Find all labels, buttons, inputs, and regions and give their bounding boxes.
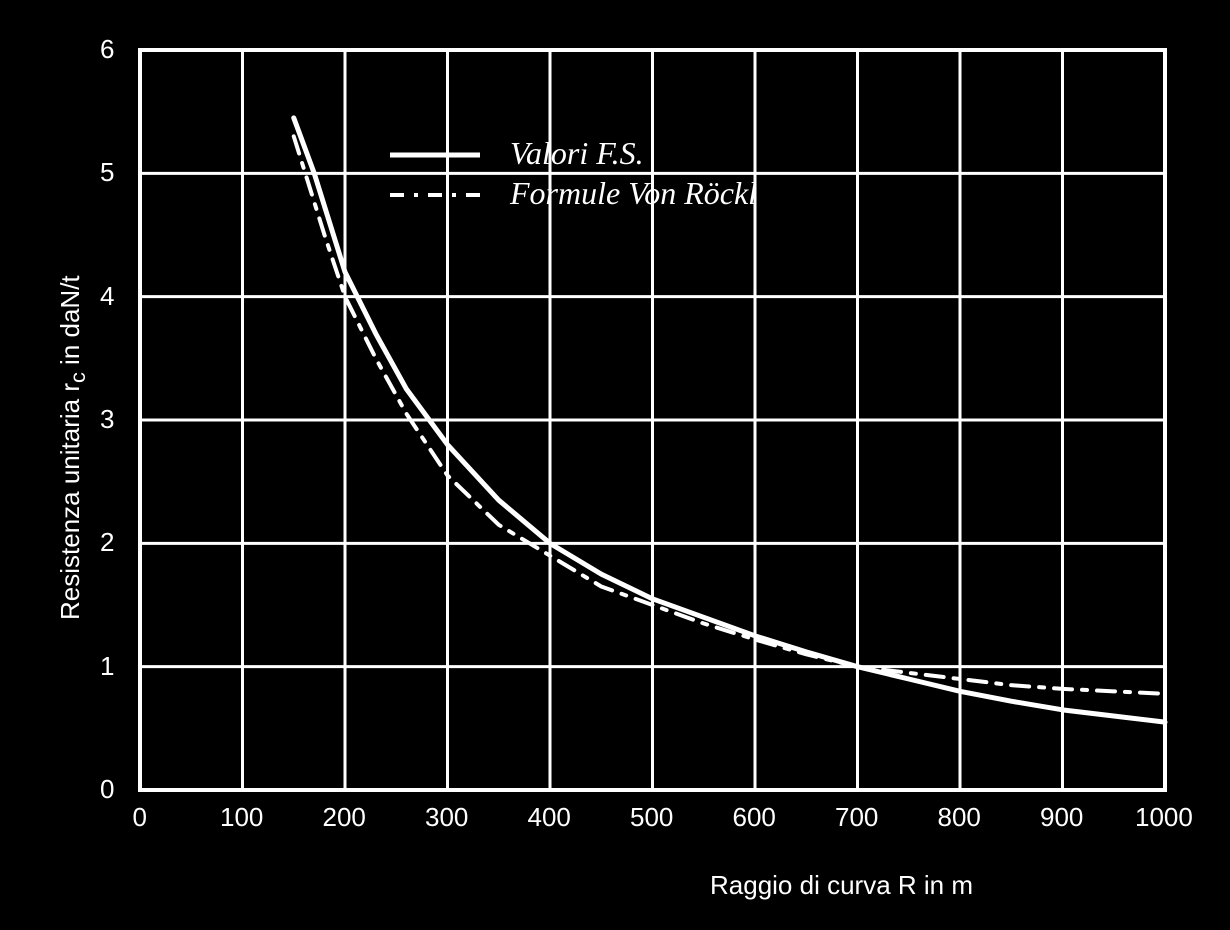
x-tick-label: 100 xyxy=(220,802,263,833)
x-tick-label: 600 xyxy=(733,802,776,833)
y-axis-label-text: Resistenza unitaria rc in daN/t xyxy=(55,275,85,620)
x-tick-label: 400 xyxy=(528,802,571,833)
x-tick-label: 300 xyxy=(425,802,468,833)
y-tick-label: 2 xyxy=(100,527,114,558)
y-axis-label: Resistenza unitaria rc in daN/t xyxy=(55,275,91,620)
legend-item-2-label: Formule Von Röckl xyxy=(510,175,757,212)
y-tick-label: 5 xyxy=(100,157,114,188)
x-tick-label: 1000 xyxy=(1135,802,1193,833)
x-axis-label-text: Raggio di curva R in m xyxy=(710,870,973,900)
x-tick-label: 700 xyxy=(835,802,878,833)
x-tick-label: 800 xyxy=(938,802,981,833)
y-tick-label: 6 xyxy=(100,34,114,65)
x-axis-label: Raggio di curva R in m xyxy=(710,870,973,901)
x-tick-label: 200 xyxy=(323,802,366,833)
y-tick-label: 0 xyxy=(100,774,114,805)
legend-item-1-label: Valori F.S. xyxy=(510,135,644,172)
x-tick-label: 0 xyxy=(133,802,147,833)
x-tick-label: 500 xyxy=(630,802,673,833)
x-tick-label: 900 xyxy=(1040,802,1083,833)
y-tick-label: 4 xyxy=(100,281,114,312)
chart-container: Resistenza unitaria rc in daN/t Raggio d… xyxy=(0,0,1230,930)
y-tick-label: 3 xyxy=(100,404,114,435)
y-tick-label: 1 xyxy=(100,651,114,682)
